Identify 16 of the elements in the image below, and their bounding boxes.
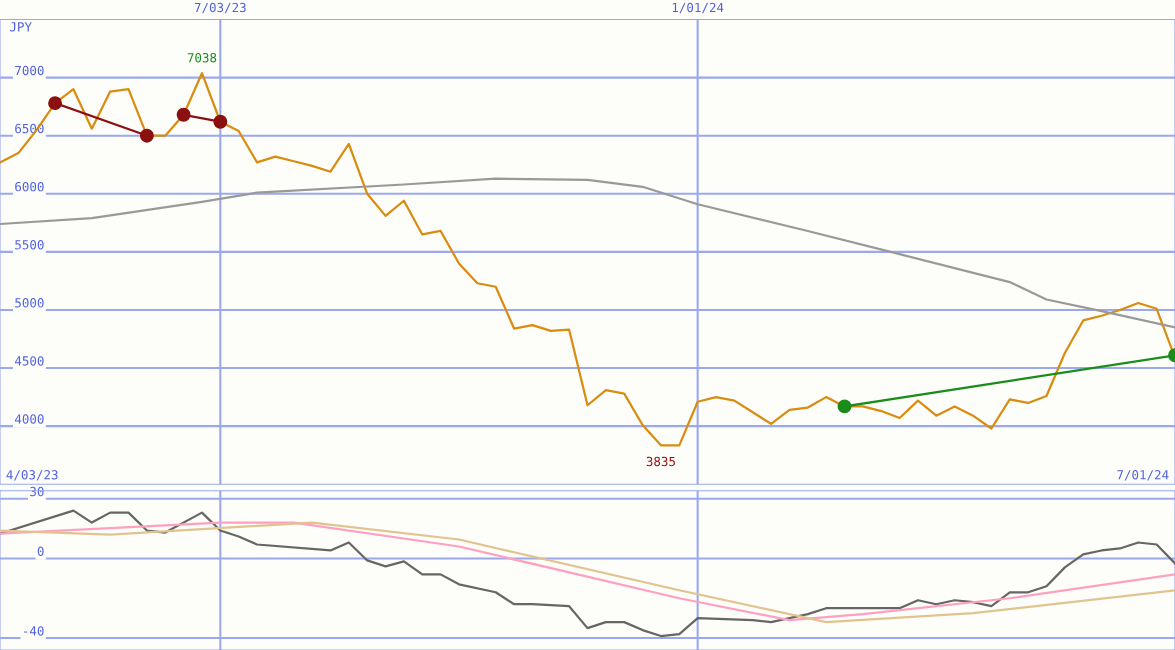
annotation: 4/03/23 (6, 470, 58, 481)
x-tick-label: 1/01/24 (672, 2, 724, 14)
y-tick-label: 6000 (15, 181, 44, 192)
annotation: 3835 (646, 456, 675, 467)
y-tick-label: -40 (24, 626, 44, 636)
annotation: 7/01/24 (1117, 470, 1169, 481)
y-tick-label: 5000 (15, 298, 44, 308)
y-tick-label: 4500 (14, 356, 44, 366)
y-tick-label: 7000 (15, 65, 44, 76)
x-tick-label: 7/03/23 (194, 2, 246, 14)
y-tick-label: 4000 (14, 414, 44, 424)
y-tick-label: 5500 (15, 240, 44, 250)
y-tick-label: 0 (37, 546, 44, 557)
annotation: 7038 (187, 52, 217, 63)
y-tick-label: 30 (30, 486, 44, 497)
y-axis-title: JPY (10, 22, 32, 32)
